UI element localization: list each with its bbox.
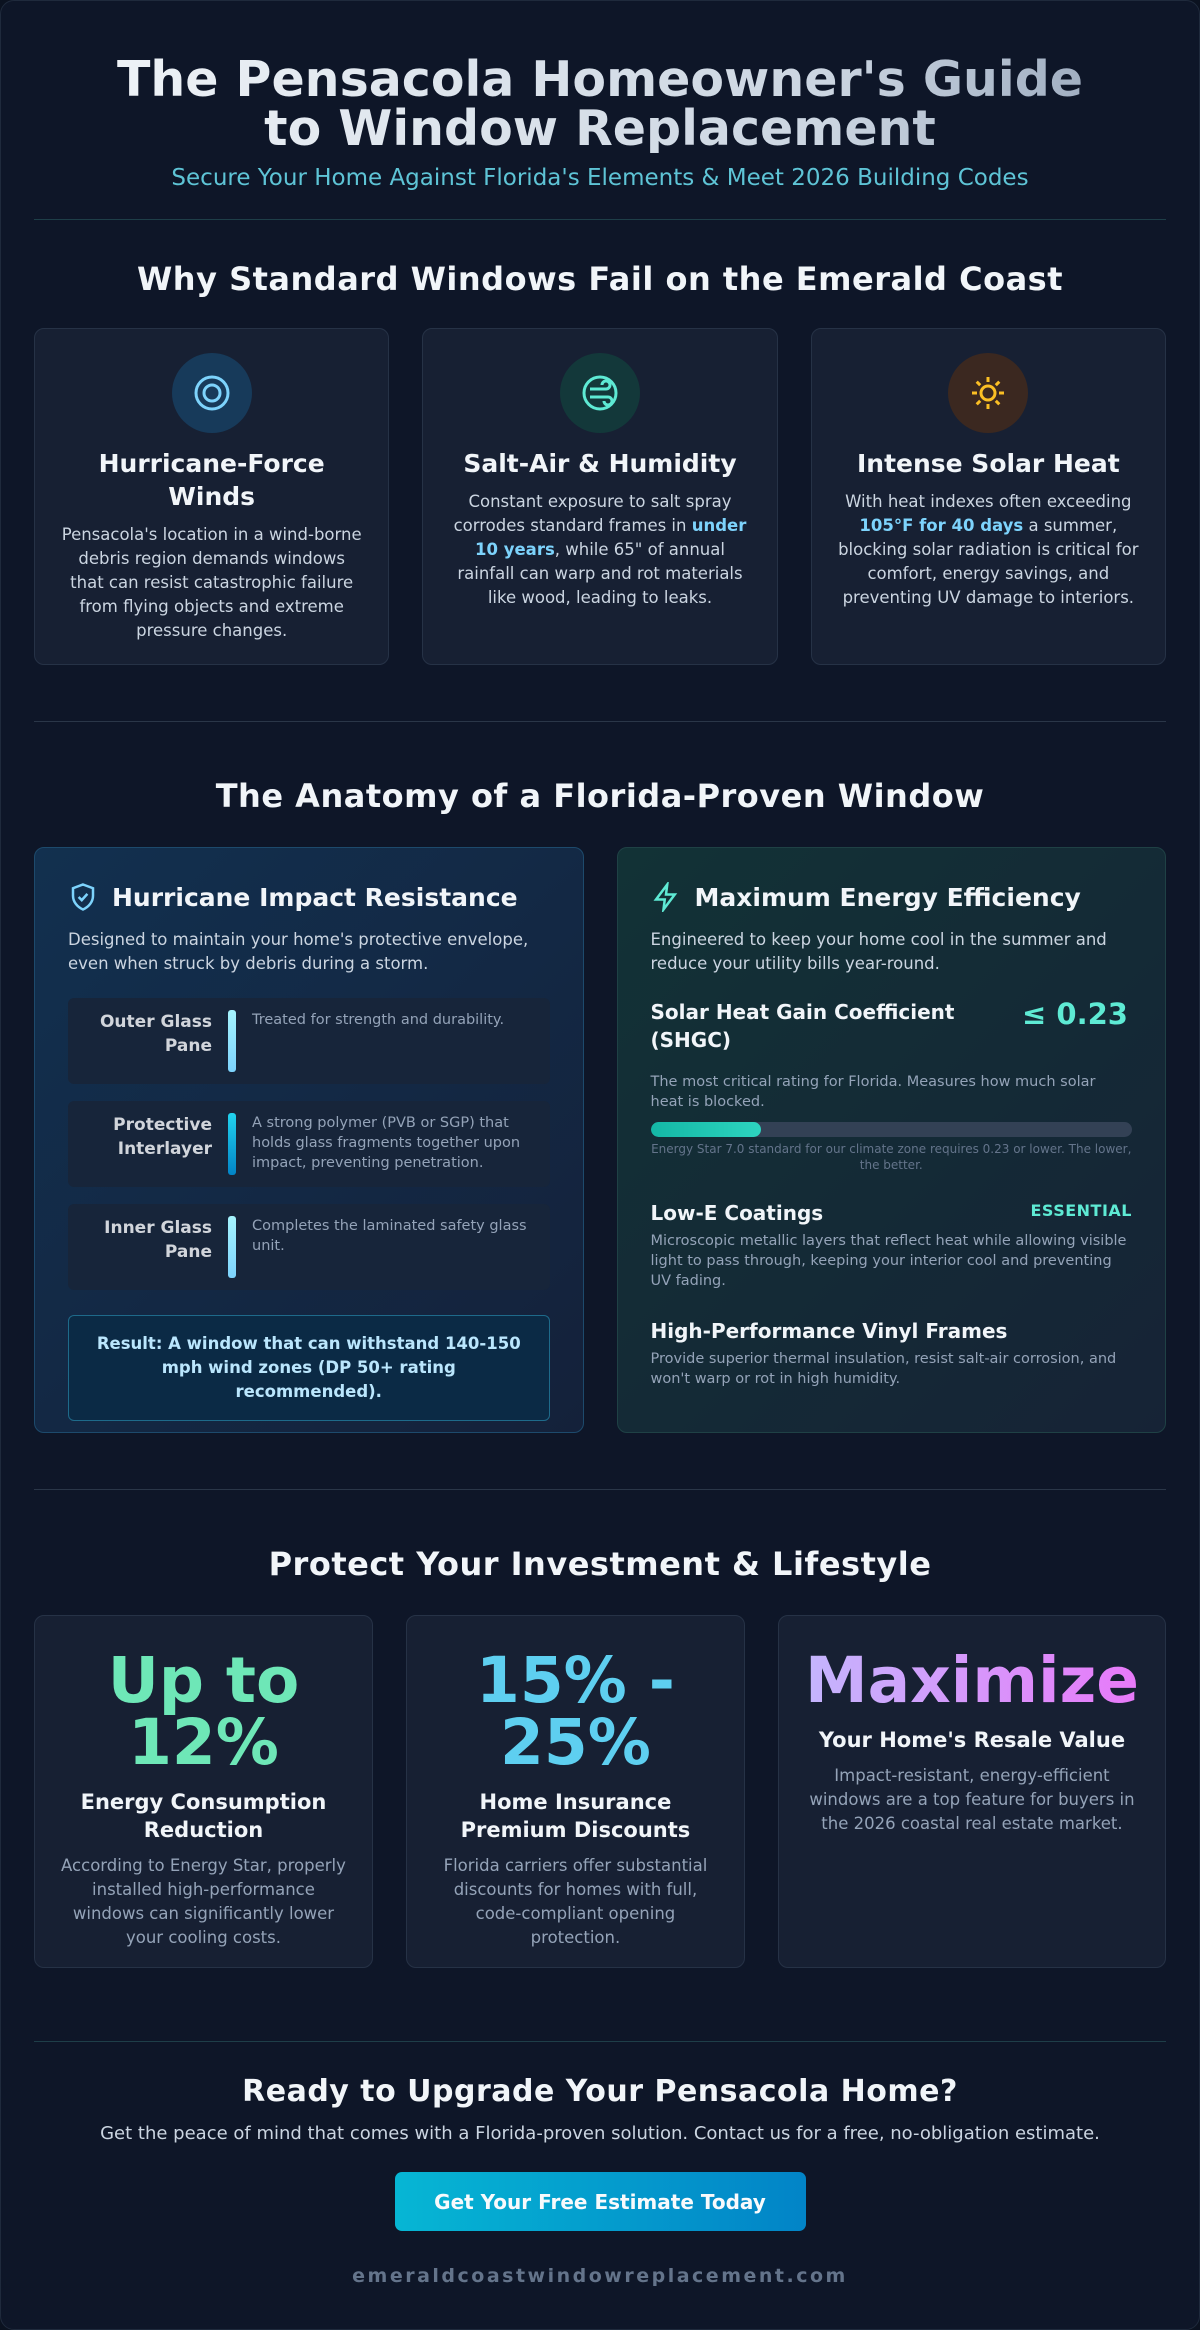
card-title: Your Home's Resale Value bbox=[818, 1728, 1126, 1752]
card-text: With heat indexes often exceeding 105°F … bbox=[838, 490, 1139, 610]
layer-bar bbox=[228, 1216, 236, 1278]
feature: Low-E Coatings ESSENTIAL bbox=[651, 1201, 1133, 1225]
text: , while 65" of annual rainfall can warp … bbox=[457, 540, 743, 607]
layer-bar bbox=[228, 1113, 236, 1175]
footer-url: emeraldcoastwindowreplacement.com bbox=[352, 2265, 848, 2287]
stat: 15% - 25% bbox=[476, 1650, 675, 1774]
layer-name: Protective Interlayer bbox=[113, 1115, 212, 1159]
card-text: Florida carriers offer substantial disco… bbox=[443, 1856, 708, 1947]
card: Hurricane-Force Winds Pensacola's locati… bbox=[34, 328, 390, 665]
card-text: Constant exposure to salt spray corrodes… bbox=[449, 490, 750, 610]
divider bbox=[34, 2041, 1166, 2042]
divider bbox=[34, 721, 1166, 722]
icon bbox=[171, 353, 252, 433]
panel-title: Hurricane Impact Resistance bbox=[68, 882, 550, 912]
card: Salt-Air & Humidity Constant exposure to… bbox=[422, 328, 778, 665]
progress bbox=[650, 1122, 1132, 1137]
card-text: According to Energy Star, properly insta… bbox=[61, 1856, 346, 1947]
invest-cards: Up to 12% Energy Consumption Reduction Acc… bbox=[34, 1615, 1167, 1968]
energy-panel: Maximum Energy Efficiency Engineered to … bbox=[616, 847, 1166, 1433]
feature-title: Low-E Coatings bbox=[650, 1201, 824, 1225]
progress-fill bbox=[650, 1122, 762, 1137]
card-text: Impact-resistant, energy-efficient windo… bbox=[809, 1766, 1135, 1833]
card-title: Intense Solar Heat bbox=[856, 449, 1120, 478]
divider bbox=[34, 219, 1166, 220]
icon bbox=[559, 353, 640, 433]
panel-title: Maximum Energy Efficiency bbox=[651, 882, 1133, 912]
cta-text: Get the peace of mind that comes with a … bbox=[100, 2123, 1100, 2144]
layer-name: Outer Glass Pane bbox=[99, 1012, 212, 1056]
feature-desc: Microscopic metallic layers that reflect… bbox=[650, 1233, 1127, 1289]
subtitle: Secure Your Home Against Florida's Eleme… bbox=[171, 165, 1029, 191]
text: Maximum Energy Efficiency bbox=[694, 882, 1081, 912]
text: Hurricane Impact Resistance bbox=[112, 882, 518, 912]
card-title: Hurricane-Force Winds bbox=[98, 449, 325, 511]
result: Result: A window that can withstand 140-… bbox=[68, 1315, 550, 1421]
layer: Protective Interlayer A strong polymer (P… bbox=[68, 1101, 550, 1187]
cta-button[interactable]: Get Your Free Estimate Today bbox=[394, 2172, 806, 2231]
stat: Up to 12% bbox=[107, 1650, 300, 1774]
intro: Engineered to keep your home cool in the… bbox=[650, 930, 1107, 973]
layer-bar bbox=[228, 1010, 236, 1072]
shgc-desc: The most critical rating for Florida. Me… bbox=[650, 1074, 1096, 1110]
feature: High-Performance Vinyl Frames bbox=[651, 1319, 1133, 1343]
layer-name: Inner Glass Pane bbox=[104, 1218, 212, 1262]
title: The Pensacola Homeowner's Guide to Windo… bbox=[34, 55, 1166, 153]
why-cards: Hurricane-Force Winds Pensacola's locati… bbox=[34, 328, 1166, 665]
feature-title: High-Performance Vinyl Frames bbox=[650, 1319, 1008, 1343]
badge: ESSENTIAL bbox=[1030, 1201, 1132, 1220]
impact-panel: Hurricane Impact Resistance Designed to … bbox=[34, 847, 584, 1433]
card-text: Pensacola's location in a wind-borne deb… bbox=[61, 523, 362, 643]
card: Up to 12% Energy Consumption Reduction Acc… bbox=[34, 1615, 373, 1968]
highlight: 105°F for 40 days bbox=[859, 516, 1024, 535]
shgc-note: Energy Star 7.0 standard for our climate… bbox=[651, 1142, 1132, 1172]
text: a summer, blocking solar radiation is cr… bbox=[838, 516, 1139, 607]
section-heading: Protect Your Investment & Lifestyle bbox=[268, 1545, 932, 1583]
card-title: Home Insurance Premium Discounts bbox=[460, 1790, 691, 1842]
section-heading: The Anatomy of a Florida-Proven Window bbox=[215, 777, 985, 815]
card-title: Salt-Air & Humidity bbox=[463, 449, 737, 478]
layer: Inner Glass Pane Completes the laminated … bbox=[68, 1204, 550, 1290]
intro: Designed to maintain your home's protect… bbox=[68, 930, 529, 973]
text: Constant exposure to salt spray corrodes… bbox=[453, 492, 732, 535]
shgc-label: Solar Heat Gain Coefficient (SHGC) bbox=[650, 1000, 955, 1052]
layer-desc: Treated for strength and durability. bbox=[252, 1012, 505, 1028]
layer-desc: Completes the laminated safety glass uni… bbox=[252, 1218, 527, 1254]
shgc: Solar Heat Gain Coefficient (SHGC) ≤ 0.23 bbox=[651, 998, 1133, 1054]
card: Intense Solar Heat With heat indexes oft… bbox=[810, 328, 1166, 665]
layer-desc: A strong polymer (PVB or SGP) that holds… bbox=[252, 1115, 521, 1171]
section-heading: Why Standard Windows Fail on the Emerald… bbox=[137, 260, 1063, 298]
text: With heat indexes often exceeding bbox=[845, 492, 1132, 511]
card: Maximize Your Home's Resale Value Impact-r… bbox=[777, 1615, 1167, 1968]
shgc-value: ≤ 0.23 bbox=[1022, 997, 1128, 1031]
anatomy-panels: Hurricane Impact Resistance Designed to … bbox=[34, 847, 1166, 1433]
cta-heading: Ready to Upgrade Your Pensacola Home? bbox=[242, 2074, 958, 2109]
feature-desc: Provide superior thermal insulation, res… bbox=[650, 1351, 1117, 1387]
stat: Maximize bbox=[804, 1650, 1140, 1712]
highlight: under 10 years bbox=[475, 516, 747, 559]
icon bbox=[948, 353, 1029, 433]
layer: Outer Glass Pane Treated for strength and… bbox=[68, 998, 550, 1084]
card-title: Energy Consumption Reduction bbox=[80, 1790, 327, 1842]
card: 15% - 25% Home Insurance Premium Discount… bbox=[405, 1615, 745, 1968]
divider bbox=[34, 1489, 1166, 1490]
text: Pensacola's location in a wind-borne deb… bbox=[61, 525, 362, 640]
